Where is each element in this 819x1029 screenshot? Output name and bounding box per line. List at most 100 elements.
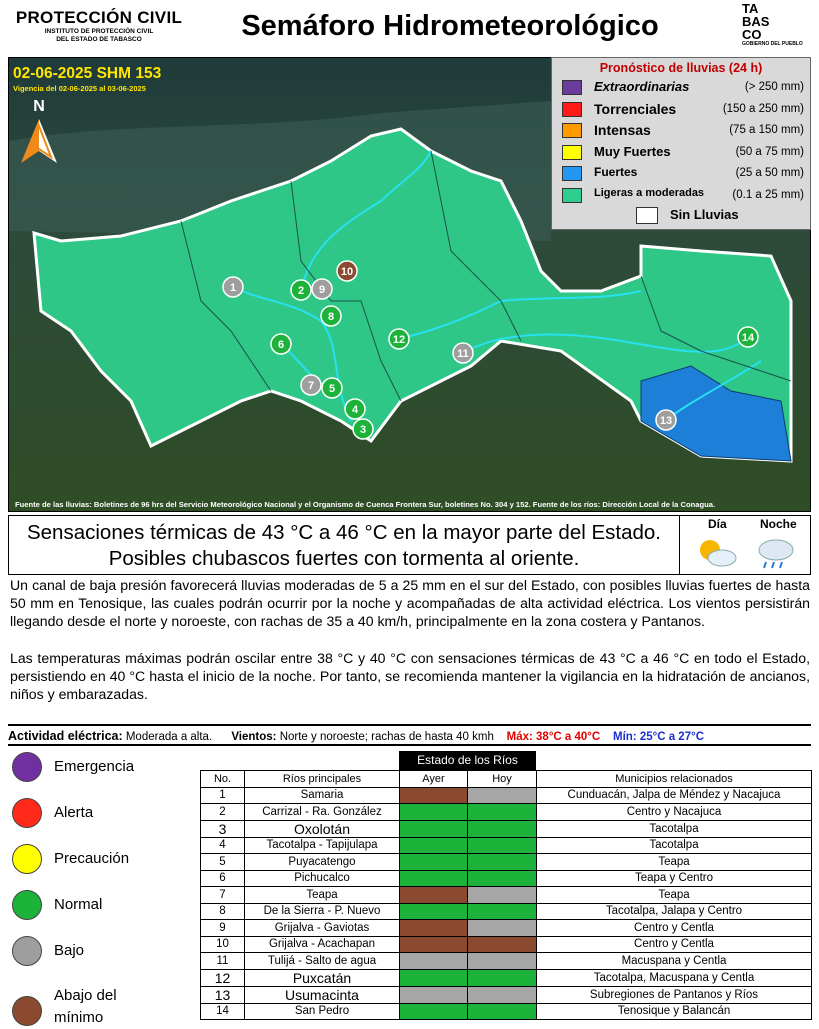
station-marker: 11 bbox=[452, 342, 474, 364]
row-number: 14 bbox=[200, 1002, 245, 1020]
river-row: 8 De la Sierra - P. Nuevo Tacotalpa, Jalap… bbox=[200, 902, 812, 920]
source-note: Fuente de las lluvias: Boletines de 96 h… bbox=[15, 500, 715, 509]
conditions-line: Actividad eléctrica: Moderada a alta. Vi… bbox=[8, 724, 811, 746]
municipalities: Centro y Centla bbox=[536, 935, 812, 953]
arrow-outline bbox=[24, 123, 54, 160]
day-label: Día bbox=[708, 517, 727, 531]
summary-box: Sensaciones térmicas de 43 °C a 46 °C en… bbox=[8, 515, 811, 575]
legend-swatch bbox=[562, 123, 582, 138]
org-block: PROTECCIÓN CIVIL INSTITUTO DE PROTECCIÓN… bbox=[14, 8, 184, 44]
municipalities: Tacotalpa bbox=[536, 819, 812, 838]
station-marker: 2 bbox=[290, 279, 312, 301]
status-dot bbox=[12, 890, 42, 920]
status-yesterday bbox=[399, 1002, 468, 1020]
status-dot bbox=[12, 844, 42, 874]
status-yesterday bbox=[399, 935, 468, 953]
river bbox=[300, 150, 432, 291]
station-marker: 6 bbox=[270, 333, 292, 355]
min-temp: Mín: 25°C a 27°C bbox=[613, 731, 705, 743]
north-label: N bbox=[33, 98, 45, 115]
row-number: 11 bbox=[200, 952, 245, 970]
station-marker: 13 bbox=[655, 409, 677, 431]
value: Norte y noroeste; rachas de hasta 40 kmh bbox=[279, 731, 494, 743]
status-today bbox=[467, 853, 537, 871]
river-name: Tacotalpa - Tapijulapa bbox=[244, 836, 400, 854]
cloud-icon bbox=[758, 539, 794, 561]
legend-item: Extraordinarias (> 250 mm) bbox=[560, 78, 806, 97]
status-today bbox=[467, 803, 537, 821]
rivers-table: No. Ríos principales Ayer Hoy Municipios… bbox=[200, 770, 812, 1020]
status-today bbox=[467, 919, 537, 937]
map-canvas: N 02-06-2025 SHM 153 Vigencia del 02-06-… bbox=[9, 58, 810, 511]
status-label: Abajo del mínimo bbox=[54, 987, 117, 1026]
status-yesterday bbox=[399, 786, 468, 804]
marker-dot bbox=[300, 374, 322, 396]
legend-range: (50 a 75 mm) bbox=[735, 145, 804, 158]
border bbox=[430, 150, 522, 342]
marker-label: 12 bbox=[393, 334, 405, 346]
row-number: 8 bbox=[200, 902, 245, 920]
legend-swatch bbox=[562, 166, 582, 181]
status-today bbox=[467, 886, 537, 904]
river-row: 11 Tulijá - Salto de agua Macuspana y Cent… bbox=[200, 952, 812, 970]
legend-range: (0.1 a 25 mm) bbox=[732, 188, 804, 201]
column-header: No. bbox=[200, 770, 245, 788]
label: Actividad eléctrica: bbox=[8, 729, 123, 743]
station-marker: 5 bbox=[321, 377, 343, 399]
marker-dot bbox=[344, 398, 366, 420]
legend-swatch bbox=[636, 207, 658, 224]
municipalities: Centro y Centla bbox=[536, 919, 812, 937]
status-label: Emergencia bbox=[54, 758, 135, 775]
row-number: 4 bbox=[200, 836, 245, 854]
paragraph: Un canal de baja presión favorecerá lluv… bbox=[10, 577, 810, 630]
station-marker: 7 bbox=[300, 374, 322, 396]
legend-range: (150 a 250 mm) bbox=[722, 102, 804, 115]
org-title: PROTECCIÓN CIVIL bbox=[15, 8, 183, 27]
river-row: 5 Puyacatengo Teapa bbox=[200, 853, 812, 871]
status-label: Bajo bbox=[54, 942, 85, 959]
org-subtitle: INSTITUTO DE PROTECCIÓN CIVIL bbox=[44, 28, 154, 35]
marker-dot bbox=[388, 328, 410, 350]
marker-dot bbox=[352, 418, 374, 440]
legend-name: Torrenciales bbox=[594, 100, 677, 117]
municipalities: Tacotalpa bbox=[536, 836, 812, 854]
legend-name: Extraordinarias bbox=[594, 79, 690, 94]
marker-dot bbox=[320, 305, 342, 327]
marker-dot bbox=[222, 276, 244, 298]
status-today bbox=[467, 952, 537, 970]
marker-label: 5 bbox=[329, 383, 335, 395]
value: Moderada a alta. bbox=[125, 731, 213, 743]
river-row: 7 Teapa Teapa bbox=[200, 886, 812, 904]
legend-name: Fuertes bbox=[594, 165, 638, 179]
row-number: 6 bbox=[200, 869, 245, 887]
column-header: Municipios relacionados bbox=[536, 770, 812, 788]
status-today bbox=[467, 1002, 537, 1020]
status-label: Precaución bbox=[54, 850, 130, 867]
forecast-icons: Día Noche bbox=[679, 516, 812, 574]
legend-name: Ligeras a moderadas bbox=[594, 186, 705, 199]
max-temp: Máx: 38°C a 40°C bbox=[506, 731, 601, 743]
river-row: 9 Grijalva - Gaviotas Centro y Centla bbox=[200, 919, 812, 937]
status-today bbox=[467, 985, 537, 1004]
river-row: 13 Usumacinta Subregiones de Pantanos y Rí… bbox=[200, 985, 812, 1004]
rain-legend: Pronóstico de lluvias (24 h) Extraordina… bbox=[551, 57, 811, 230]
marker-label: 6 bbox=[278, 339, 284, 351]
legend-item: Sin Lluvias bbox=[560, 206, 806, 225]
river-row: 10 Grijalva - Acachapan Centro y Centla bbox=[200, 935, 812, 953]
map: N 02-06-2025 SHM 153 Vigencia del 02-06-… bbox=[8, 57, 811, 512]
weather-icons bbox=[700, 539, 794, 569]
row-number: 9 bbox=[200, 919, 245, 937]
label: Vientos: bbox=[231, 731, 277, 743]
rain-drop bbox=[771, 561, 775, 569]
legend-title: Pronóstico de lluvias (24 h) bbox=[599, 61, 763, 75]
marker-dot bbox=[311, 278, 333, 300]
logo-text: CO bbox=[742, 27, 762, 42]
north-arrow: N bbox=[21, 98, 57, 163]
status-today bbox=[467, 869, 537, 887]
org-subtitle: DEL ESTADO DE TABASCO bbox=[56, 36, 142, 43]
river-row: 3 Oxolotán Tacotalpa bbox=[200, 819, 812, 838]
municipalities: Cunduacán, Jalpa de Méndez y Nacajuca bbox=[536, 786, 812, 804]
station-marker: 4 bbox=[344, 398, 366, 420]
rain-zone bbox=[640, 365, 792, 462]
column-header: Ayer bbox=[399, 770, 468, 788]
